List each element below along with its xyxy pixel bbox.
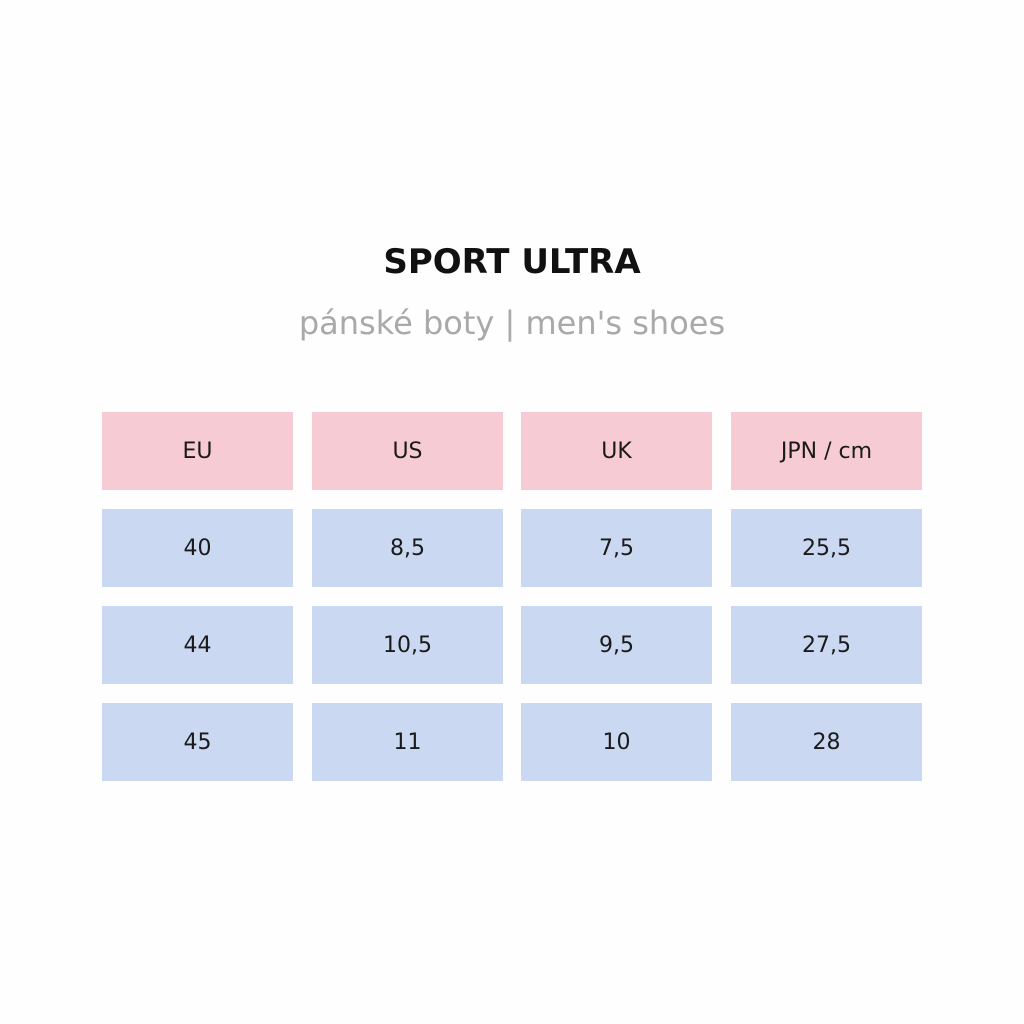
table-cell: 40 — [102, 509, 293, 587]
table-cell: 9,5 — [521, 606, 712, 684]
column-header: US — [312, 412, 503, 490]
subtitle: pánské boty | men's shoes — [298, 304, 726, 342]
table-cell: 10 — [521, 703, 712, 781]
table-cell: 27,5 — [731, 606, 922, 684]
table-cell: 7,5 — [521, 509, 712, 587]
title: SPORT ULTRA — [383, 242, 641, 282]
table-cell: 45 — [102, 703, 293, 781]
table-cell: 44 — [102, 606, 293, 684]
column-header: JPN / cm — [731, 412, 922, 490]
column-header: UK — [521, 412, 712, 490]
table-cell: 11 — [312, 703, 503, 781]
column-header: EU — [102, 412, 293, 490]
table-cell: 10,5 — [312, 606, 503, 684]
table-cell: 25,5 — [731, 509, 922, 587]
table-cell: 8,5 — [312, 509, 503, 587]
table-cell: 28 — [731, 703, 922, 781]
